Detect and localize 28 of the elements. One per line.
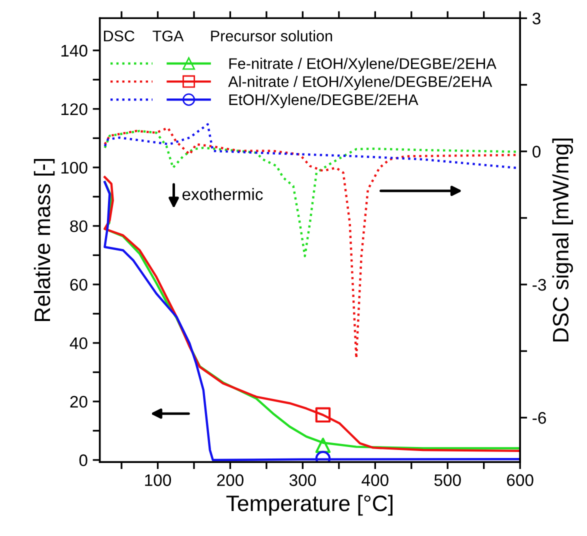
x-tick-label: 400 bbox=[362, 474, 388, 486]
y2-tick-label: -3 bbox=[532, 278, 546, 291]
y-tick-label: 20 bbox=[70, 396, 88, 408]
x-tick-label: 600 bbox=[507, 474, 534, 486]
annotation: DSC bbox=[104, 30, 134, 42]
annotation: Precursor solution bbox=[211, 30, 332, 42]
y-tick-label: 100 bbox=[61, 162, 88, 174]
legend-label: EtOH/Xylene/DEGBE/2EHA bbox=[229, 94, 418, 108]
y-tick-label: 120 bbox=[61, 103, 88, 116]
y2-axis-title: DSC signal [mW/mg] bbox=[552, 138, 573, 342]
y-tick-label: 40 bbox=[70, 337, 88, 350]
y-tick-label: 60 bbox=[70, 278, 88, 291]
y2-tick-label: 0 bbox=[532, 146, 541, 158]
y2-tick-label: -6 bbox=[532, 412, 546, 424]
x-tick-label: 300 bbox=[289, 474, 316, 486]
y-axis-title: Relative mass [-] bbox=[34, 158, 55, 322]
x-tick-label: 500 bbox=[434, 474, 461, 486]
annotation: TGA bbox=[152, 30, 184, 42]
legend-label: Al-nitrate / EtOH/Xylene/DEGBE/2EHA bbox=[228, 76, 492, 90]
x-tick-label: 100 bbox=[145, 474, 172, 486]
y2-tick-label: 3 bbox=[532, 12, 540, 24]
y-tick-label: 0 bbox=[79, 454, 88, 466]
annotation: exothermic bbox=[182, 188, 263, 200]
x-axis-title: Temperature [°C] bbox=[226, 494, 392, 516]
y-tick-label: 140 bbox=[61, 44, 88, 57]
legend-label: Fe-nitrate / EtOH/Xylene/DEGBE/2EHA bbox=[229, 58, 496, 72]
x-tick-label: 200 bbox=[217, 474, 244, 486]
y-tick-label: 80 bbox=[70, 220, 88, 232]
